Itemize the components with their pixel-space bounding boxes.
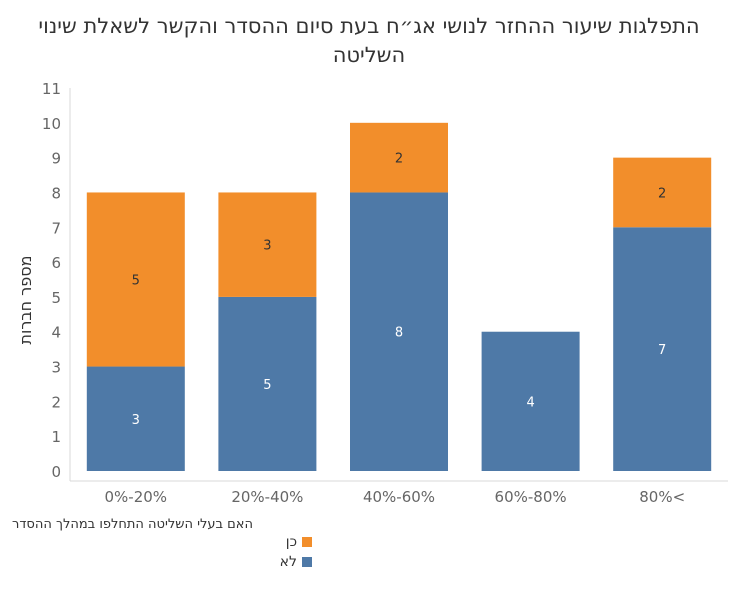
- legend: האם בעלי השליטה התחלפו במהלך ההסדר כן לא: [12, 517, 312, 572]
- legend-item-no: לא: [12, 552, 312, 572]
- legend-swatch-yes: [302, 537, 312, 547]
- bar-segment: [86, 192, 185, 367]
- plot-area: 0 1 2 3 4 5 6 7 8 9 10 11 3 5 0%-20% 5 3 20%-40% 8 2 40%-60%…: [42, 80, 728, 506]
- x-tick-label: 0%-20%: [105, 488, 168, 506]
- legend-label-yes: כן: [285, 534, 297, 550]
- y-tick-label: 2: [51, 393, 61, 411]
- bar-segment: [613, 157, 712, 228]
- y-tick-label: 9: [51, 150, 61, 168]
- bar-segment: [218, 296, 317, 471]
- data-label: 2: [395, 152, 403, 167]
- y-tick-label: 0: [51, 463, 61, 481]
- x-tick-label: 20%-40%: [231, 488, 303, 506]
- y-tick-label: 4: [51, 324, 61, 342]
- data-label: 5: [132, 274, 140, 289]
- y-tick-label: 1: [51, 428, 61, 446]
- x-tick-label: 80%<: [639, 488, 685, 506]
- y-tick-label: 6: [51, 254, 61, 272]
- bar-segment: [613, 227, 712, 471]
- bar-segment: [218, 192, 317, 297]
- chart-title-line-1: התפלגות שיעור ההחזר לנושי אג״ח בעת סיום …: [38, 14, 700, 38]
- data-label: 5: [263, 378, 271, 393]
- legend-swatch-no: [302, 557, 312, 567]
- y-tick-label: 5: [51, 289, 61, 307]
- y-tick-label: 7: [51, 219, 61, 237]
- bar-segment: [481, 331, 580, 471]
- data-label: 8: [395, 326, 403, 341]
- chart-title: התפלגות שיעור ההחזר לנושי אג״ח בעת סיום …: [0, 12, 738, 70]
- x-tick-label: 40%-60%: [363, 488, 435, 506]
- bar-segment: [350, 192, 448, 472]
- bar-segment: [350, 122, 448, 193]
- y-tick-label: 3: [51, 359, 61, 377]
- legend-title: האם בעלי השליטה התחלפו במהלך ההסדר: [12, 517, 253, 532]
- data-label: 2: [658, 186, 666, 201]
- legend-label-no: לא: [279, 554, 297, 570]
- y-tick-label: 11: [42, 80, 61, 98]
- data-label: 3: [132, 413, 140, 428]
- chart-title-line-2: השליטה: [332, 43, 406, 67]
- data-label: 7: [658, 343, 666, 358]
- legend-item-yes: כן: [12, 532, 312, 552]
- data-label: 3: [263, 239, 271, 254]
- y-axis-label: מספר חברות: [16, 256, 35, 345]
- bar-segment: [86, 366, 185, 471]
- data-label: 4: [526, 395, 534, 410]
- y-tick-label: 8: [51, 184, 61, 202]
- y-tick-label: 10: [42, 115, 61, 133]
- x-tick-label: 60%-80%: [495, 488, 567, 506]
